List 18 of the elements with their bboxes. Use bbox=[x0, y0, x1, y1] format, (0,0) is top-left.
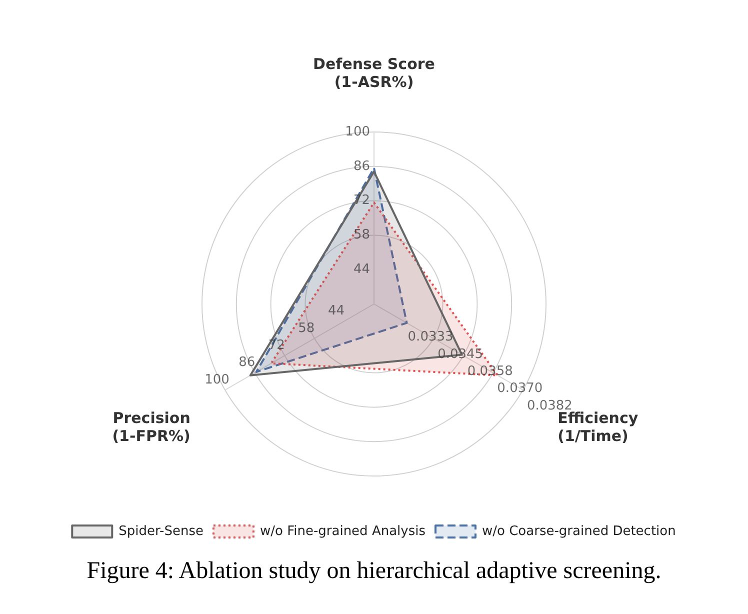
text: 86 bbox=[238, 355, 256, 370]
spoke-label: Defense Score (1-ASR%) bbox=[313, 54, 435, 91]
text: 44 bbox=[353, 262, 370, 277]
text: 44 bbox=[328, 304, 344, 319]
text: 86 bbox=[353, 158, 370, 174]
caption: Figure 4: Ablation study on hierarchical adaptive screening. bbox=[86, 558, 662, 585]
text: 0.0358 bbox=[467, 364, 513, 379]
text: 58 bbox=[298, 320, 315, 336]
text: 100 bbox=[204, 372, 230, 388]
text: 100 bbox=[345, 124, 370, 140]
spoke-label: Precision (1-FPR%) bbox=[112, 408, 190, 445]
spoke-label: Efficiency (1/Time) bbox=[558, 408, 638, 445]
text: 0.0370 bbox=[497, 381, 543, 396]
legend-label: w/o Fine-grained Analysis bbox=[260, 524, 426, 539]
legend-label: w/o Coarse-grained Detection bbox=[482, 524, 676, 539]
legend-label: Spider-Sense bbox=[118, 524, 204, 539]
text: 0.0333 bbox=[408, 330, 454, 345]
text: 58 bbox=[353, 228, 370, 243]
